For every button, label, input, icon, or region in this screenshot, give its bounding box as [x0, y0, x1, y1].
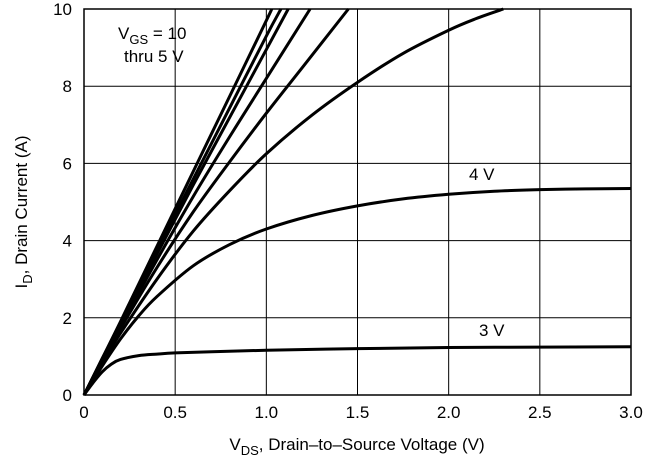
annotation-thru: thru 5 V — [124, 47, 184, 66]
annotation-3v: 3 V — [479, 321, 505, 340]
x-tick-label: 0.5 — [163, 403, 187, 422]
series-line — [82, 8, 350, 396]
y-axis-label: ID, Drain Current (A) — [12, 136, 35, 289]
y-tick-label: 10 — [53, 0, 72, 19]
series-line — [82, 186, 632, 396]
series-line — [82, 7, 504, 396]
grid — [83, 8, 632, 396]
x-tick-labels: 0 0.5 1.0 1.5 2.0 2.5 3.0 — [79, 403, 643, 422]
y-tick-label: 8 — [63, 77, 72, 96]
x-tick-label: 2.0 — [437, 403, 461, 422]
y-tick-label: 0 — [63, 386, 72, 405]
y-tick-labels: 0 2 4 6 8 10 — [53, 0, 72, 405]
curves — [82, 7, 632, 396]
x-tick-label: 3.0 — [619, 403, 643, 422]
y-tick-label: 4 — [63, 232, 72, 251]
x-tick-label: 2.5 — [528, 403, 552, 422]
y-tick-label: 2 — [63, 309, 72, 328]
annotation-4v: 4 V — [469, 165, 495, 184]
plot-frame — [83, 8, 632, 396]
x-tick-label: 0 — [79, 403, 88, 422]
x-tick-label: 1.0 — [255, 403, 279, 422]
series-line — [82, 345, 632, 396]
x-axis-label: VDS, Drain–to–Source Voltage (V) — [229, 435, 484, 458]
y-tick-label: 6 — [63, 154, 72, 173]
annotation-vgs: VGS = 10 — [118, 24, 186, 47]
x-tick-label: 1.5 — [346, 403, 370, 422]
